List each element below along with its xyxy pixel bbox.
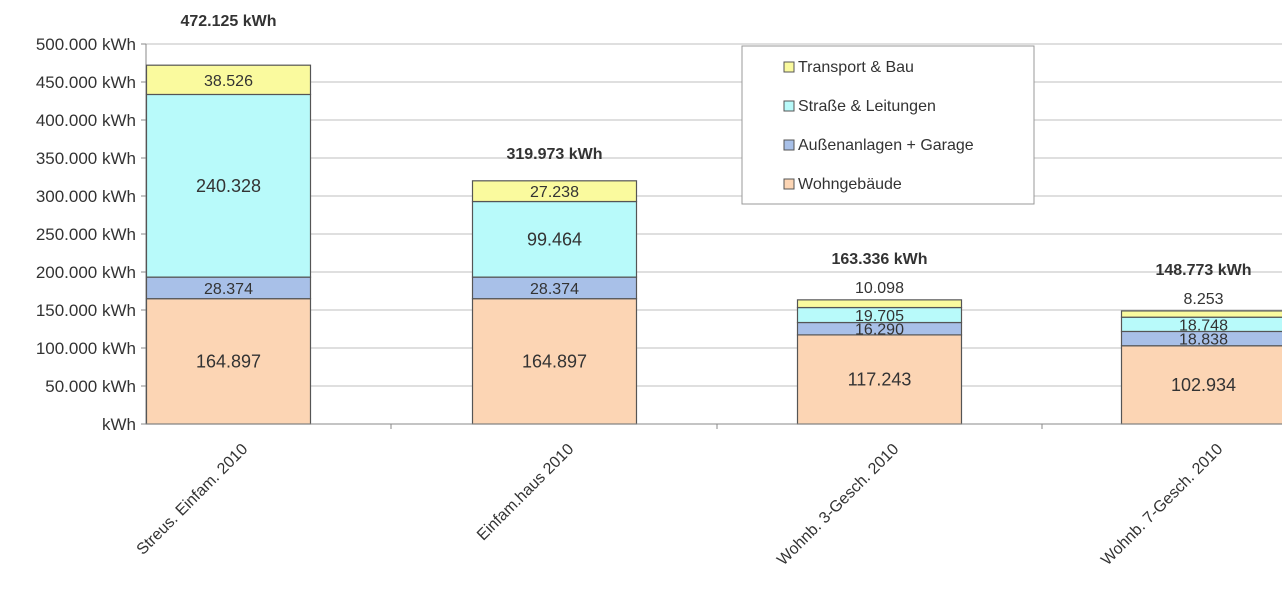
data-label: 27.238 [530, 184, 579, 201]
y-tick-label: 300.000 kWh [36, 187, 136, 206]
bar-segment [471, 180, 638, 203]
data-label: 38.526 [204, 73, 253, 90]
x-category-label: Wohnb. 7-Gesch. 2010 [1098, 441, 1226, 569]
legend-label: Wohngebäude [798, 176, 902, 193]
bar-segment [471, 200, 638, 278]
y-tick-label: 150.000 kWh [36, 301, 136, 320]
x-category-label: Streus. Einfam. 2010 [134, 441, 252, 559]
bar-segment [796, 334, 963, 425]
data-label: 8.253 [1183, 291, 1223, 308]
data-label: 28.374 [204, 281, 253, 298]
total-label: 472.125 kWh [180, 13, 276, 30]
data-label: 10.098 [855, 280, 904, 297]
data-label: 240.328 [196, 176, 261, 196]
bar-segment [145, 64, 312, 96]
y-tick-label: 500.000 kWh [36, 35, 136, 54]
legend: Transport & Bau Straße & Leitungen Außenan… [741, 45, 1035, 205]
x-category-label: Einfam.haus 2010 [474, 441, 577, 544]
bar-segment [1120, 310, 1282, 318]
data-label: 28.374 [530, 281, 579, 298]
x-category-label: Wohnb. 3-Gesch. 2010 [774, 441, 902, 569]
data-label: 117.243 [848, 369, 912, 389]
data-label: 16.290 [855, 322, 904, 339]
data-label: 164.897 [196, 351, 261, 371]
total-label: 163.336 kWh [831, 251, 927, 268]
legend-swatch [783, 61, 795, 73]
bars: 164.897 28.374 240.328 38.526 472.125 kWh 164… [145, 13, 1282, 425]
y-tick-label: 100.000 kWh [36, 339, 136, 358]
bar-segment [471, 298, 638, 425]
x-axis: Streus. Einfam. 2010 Einfam.haus 2010 Wohn… [134, 423, 1282, 569]
y-tick-label: 200.000 kWh [36, 263, 136, 282]
legend-label: Transport & Bau [798, 59, 914, 76]
bar-segment [796, 299, 963, 309]
y-tick-label: 50.000 kWh [45, 377, 136, 396]
legend-label: Außenanlagen + Garage [798, 137, 974, 154]
y-tick-label: 450.000 kWh [36, 73, 136, 92]
y-axis: kWh 50.000 kWh 100.000 kWh 150.000 kWh 200.0… [36, 35, 147, 434]
y-tick-label: 250.000 kWh [36, 225, 136, 244]
legend-swatch [783, 178, 795, 190]
data-label: 99.464 [527, 229, 582, 249]
legend-label: Straße & Leitungen [798, 98, 936, 115]
data-label: 102.934 [1171, 375, 1236, 395]
total-label: 148.773 kWh [1155, 262, 1251, 279]
gridlines [146, 43, 1282, 387]
bar-segment [145, 93, 312, 278]
y-tick-label: 400.000 kWh [36, 111, 136, 130]
y-tick-label: kWh [102, 415, 136, 434]
data-label: 18.838 [1179, 332, 1228, 349]
data-label: 19.705 [855, 308, 904, 325]
y-tick-label: 350.000 kWh [36, 149, 136, 168]
data-label: 18.748 [1179, 317, 1228, 334]
total-label: 319.973 kWh [506, 146, 602, 163]
legend-swatch [783, 100, 795, 112]
legend-swatch [783, 139, 795, 151]
data-label: 164.897 [522, 351, 587, 371]
